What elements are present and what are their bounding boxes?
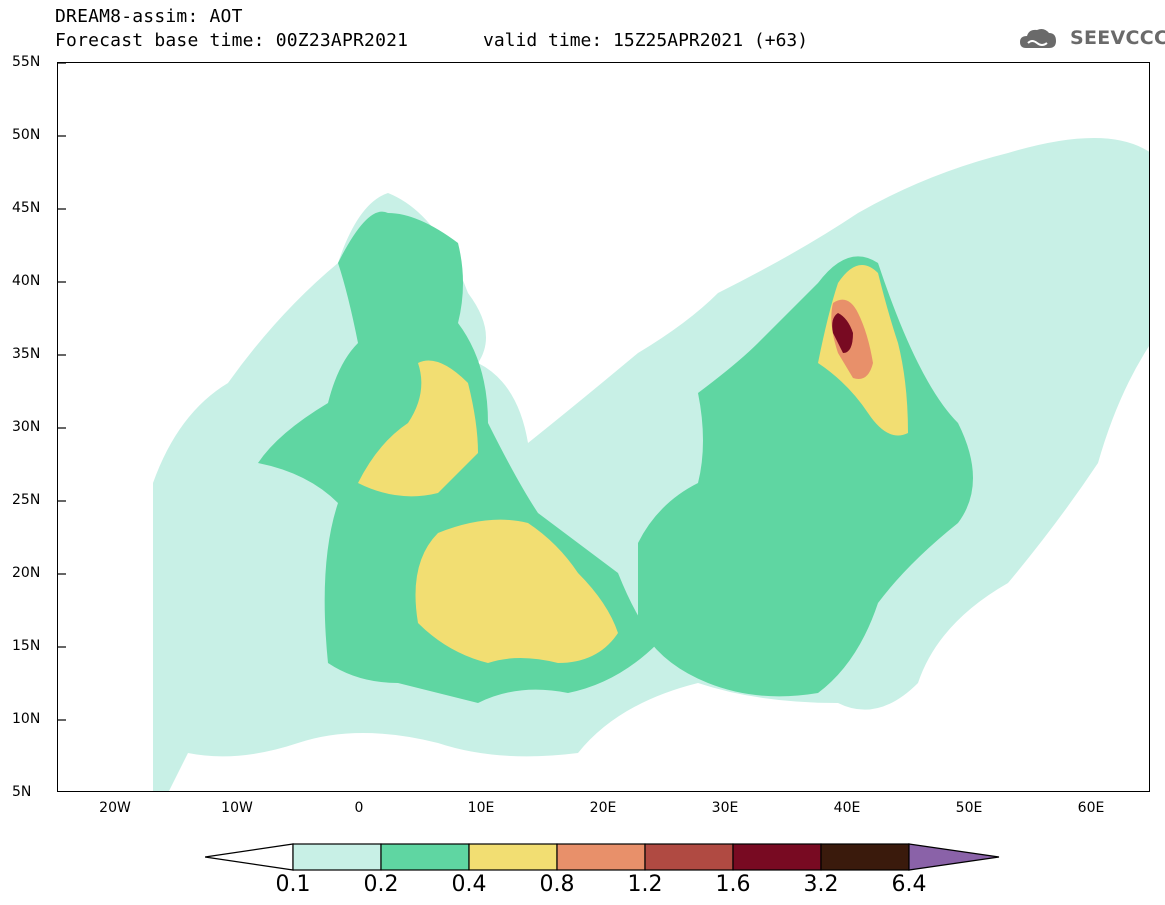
lat-label-50n: 50N: [12, 127, 41, 143]
colorbar-min-arrow: [205, 843, 294, 871]
colorbar-label-6.4: 6.4: [891, 872, 927, 897]
colorbar-label-0.2: 0.2: [363, 872, 399, 897]
lon-label-10w: 10W: [221, 800, 253, 816]
lon-label-10e: 10E: [467, 800, 495, 816]
lat-label-40n: 40N: [12, 273, 41, 289]
valid-time: valid time: 15Z25APR2021 (+63): [483, 30, 809, 51]
aot-band-0.4: [358, 265, 908, 663]
graticule-ticks: [58, 63, 66, 721]
lon-label-0: 0: [354, 800, 364, 816]
lat-label-35n: 35N: [12, 346, 41, 362]
colorbar-swatch-0.2: [380, 843, 470, 871]
lon-label-50e: 50E: [955, 800, 983, 816]
lat-label-45n: 45N: [12, 200, 41, 216]
map-title: DREAM8-assim: AOT: [55, 6, 243, 27]
lat-label-10n: 10N: [12, 711, 41, 727]
forecast-base-time: Forecast base time: 00Z23APR2021: [55, 30, 409, 51]
aot-map: [57, 62, 1150, 792]
colorbar-swatch-1.2: [644, 843, 734, 871]
colorbar-swatch-3.2: [820, 843, 910, 871]
lon-label-30e: 30E: [711, 800, 739, 816]
colorbar-swatch-0.8: [556, 843, 646, 871]
logo-text: SEEVCCC: [1070, 27, 1165, 49]
colorbar-swatch-1.6: [732, 843, 822, 871]
colorbar-label-0.4: 0.4: [451, 872, 487, 897]
colorbar-swatch-0.4: [468, 843, 558, 871]
lat-label-30n: 30N: [12, 419, 41, 435]
lat-label-5n: 5N: [12, 784, 32, 800]
colorbar-label-1.2: 1.2: [627, 872, 663, 897]
map-canvas: [58, 63, 1149, 791]
aot-band-1.6: [832, 313, 853, 353]
aot-field: [153, 138, 1149, 791]
cloud-logo-icon: [1020, 29, 1056, 48]
aot-colorbar: [205, 843, 1000, 871]
colorbar-swatch-0.1: [292, 843, 382, 871]
lon-label-20w: 20W: [99, 800, 131, 816]
lat-label-55n: 55N: [12, 54, 41, 70]
lat-label-20n: 20N: [12, 565, 41, 581]
lat-label-25n: 25N: [12, 492, 41, 508]
lat-label-15n: 15N: [12, 638, 41, 654]
colorbar-label-3.2: 3.2: [803, 872, 839, 897]
lon-label-60e: 60E: [1077, 800, 1105, 816]
lon-label-40e: 40E: [833, 800, 861, 816]
colorbar-label-0.8: 0.8: [539, 872, 575, 897]
colorbar-max-arrow: [908, 843, 1000, 871]
colorbar-label-0.1: 0.1: [275, 872, 311, 897]
colorbar-label-1.6: 1.6: [715, 872, 751, 897]
lon-label-20e: 20E: [589, 800, 617, 816]
